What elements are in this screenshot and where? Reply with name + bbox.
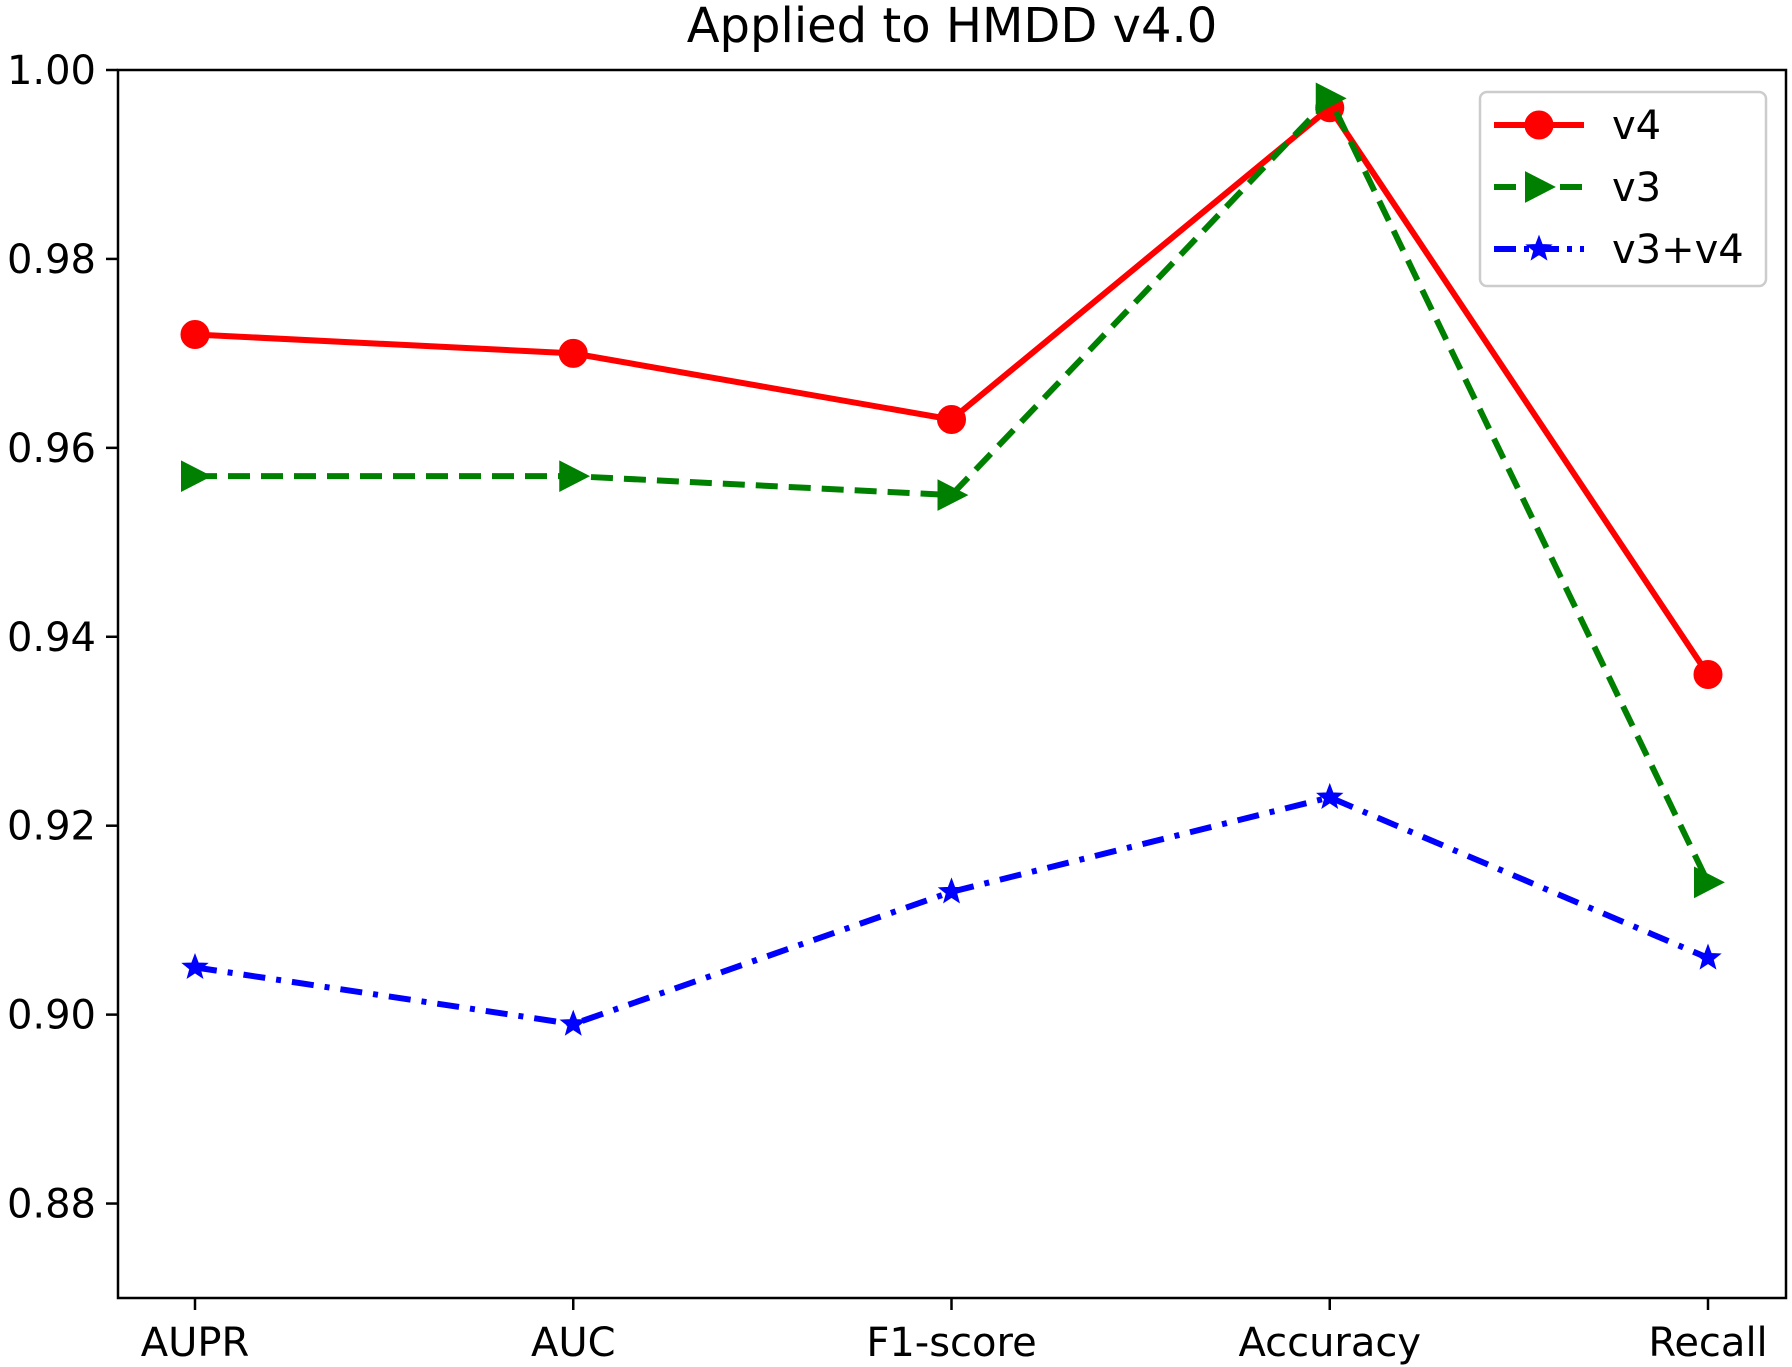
chart-title: Applied to HMDD v4.0 [687,0,1218,54]
data-point-marker [558,338,588,368]
legend: v4 v3 v3+v4 [1478,90,1768,288]
data-point-marker [1693,660,1723,690]
data-point-marker [181,952,209,980]
data-point-marker [937,479,969,511]
series-v3-plus-v4 [181,782,1722,1036]
data-point-marker [559,460,591,493]
legend-label: v3 [1612,165,1661,211]
series-line [194,794,1710,1028]
x-tick-label: F1-score [866,1320,1036,1366]
data-point-marker [1694,943,1722,970]
series-v3 [181,82,1725,899]
y-tick-label: 0.88 [7,1182,96,1228]
legend-marker-sample [1524,110,1554,140]
data-point-marker [1694,866,1725,899]
legend-label: v3+v4 [1612,227,1744,273]
legend-marker-sample [1525,234,1553,261]
data-point-marker [1315,82,1347,115]
x-tick-label: AUPR [141,1320,250,1366]
x-tick-label: Recall [1648,1320,1767,1366]
legend-entry: v4 [1494,103,1661,149]
data-point-marker [181,460,212,493]
y-tick-label: 1.00 [7,48,96,94]
legend-entry: v3 [1494,165,1661,211]
series-line [195,95,1711,884]
data-point-marker [937,405,966,435]
legend-box [1478,90,1768,288]
x-tick-label: Accuracy [1238,1320,1421,1366]
data-point-marker [180,319,210,349]
y-tick-label: 0.94 [7,615,96,661]
y-tick-label: 0.90 [7,993,96,1039]
y-tick-label: 0.96 [7,426,96,472]
legend-label: v4 [1612,103,1661,149]
data-point-marker [937,877,966,904]
y-tick-label: 0.92 [7,804,96,850]
data-point-marker [1316,782,1344,810]
legend-entry: v3+v4 [1494,227,1744,273]
legend-marker-sample [1525,171,1556,203]
x-tick-label: AUC [531,1320,616,1366]
y-tick-label: 0.98 [7,237,96,283]
data-point-marker [559,1009,587,1036]
